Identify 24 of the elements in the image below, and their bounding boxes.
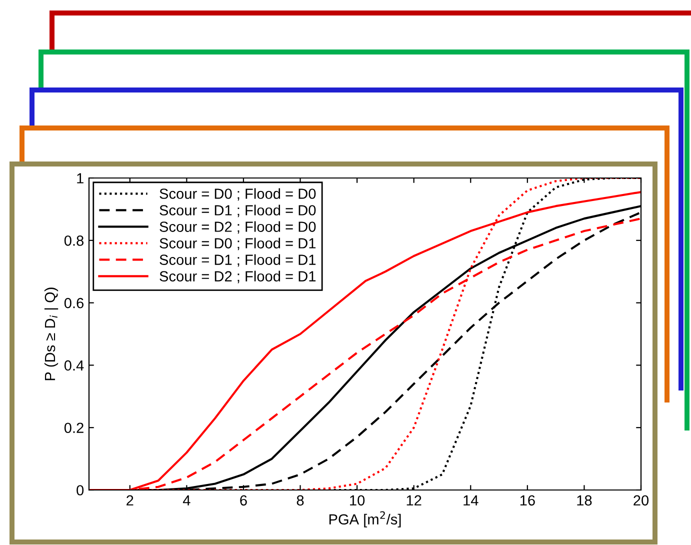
x-tick-label: 12 — [406, 495, 422, 506]
legend-label: Scour = D2 ; Flood = D0 — [160, 221, 316, 234]
x-tick-label: 4 — [182, 495, 190, 506]
x-tick-label: 16 — [520, 495, 535, 506]
x-tick-label: 14 — [464, 495, 478, 506]
y-tick-label: 0.2 — [64, 422, 84, 434]
x-tick-label: 8 — [296, 495, 304, 506]
legend-label: Scour = D2 ; Flood = D1 — [160, 270, 316, 284]
x-axis-title: PGA [m$^{2}$/s] — [329, 511, 401, 528]
x-tick-label: 18 — [577, 495, 592, 506]
x-tick-label: 10 — [350, 495, 365, 506]
legend-label: Scour = D1 ; Flood = D0 — [160, 204, 316, 218]
x-tick-label: 6 — [240, 495, 247, 506]
y-tick-label: 0.4 — [64, 360, 84, 371]
y-axis-title: P (Ds ≥ D$_{i}$ | Q) — [44, 288, 58, 380]
y-tick-label: 0 — [76, 485, 84, 496]
y-tick-label: 0.6 — [64, 298, 84, 308]
x-tick-label: 20 — [634, 495, 649, 506]
y-tick-label: 1 — [77, 173, 84, 184]
legend-label: Scour = D1 ; Flood = D1 — [160, 254, 316, 267]
legend-label: Scour = D0 ; Flood = D1 — [160, 238, 316, 250]
x-tick-label: 2 — [126, 495, 134, 506]
y-tick-label: 0.8 — [64, 236, 84, 246]
legend-label: Scour = D0 ; Flood = D0 — [160, 188, 316, 201]
